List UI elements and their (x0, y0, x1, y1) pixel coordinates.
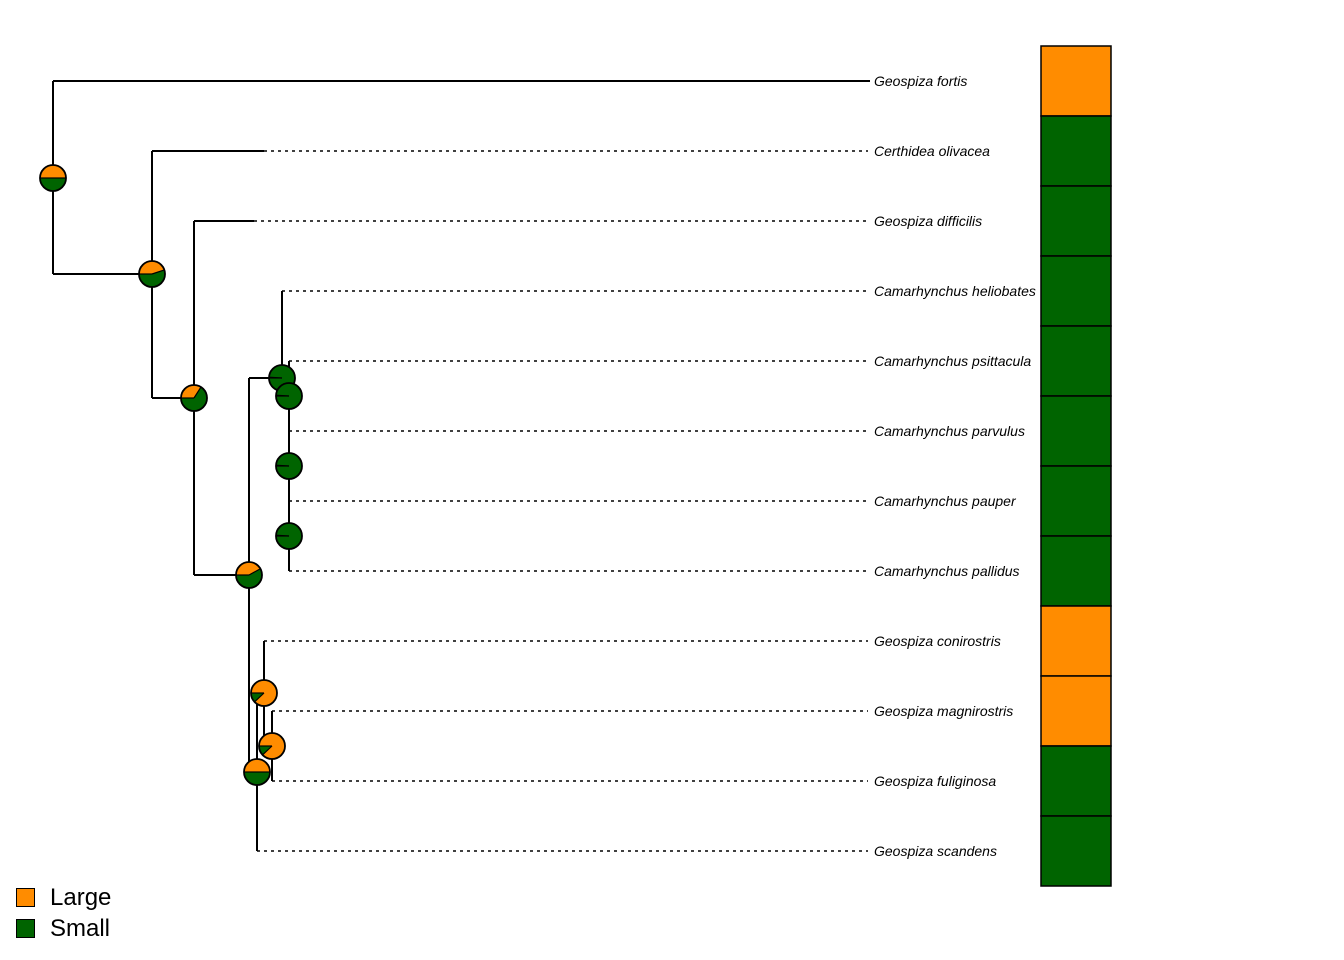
taxon-label: Camarhynchus pallidus (874, 563, 1020, 579)
pie-outline (180, 384, 208, 412)
taxon-label: Geospiza difficilis (874, 213, 982, 229)
trait-cell-small (1040, 255, 1112, 327)
taxon-label: Camarhynchus parvulus (874, 423, 1025, 439)
taxon-label: Geospiza scandens (874, 843, 997, 859)
legend-swatch-small (16, 919, 35, 938)
pie-outline (275, 522, 303, 550)
taxon-label: Camarhynchus heliobates (874, 283, 1036, 299)
pie-divider (275, 464, 290, 467)
taxon-label: Camarhynchus pauper (874, 493, 1017, 509)
node-pie-n10 (250, 679, 278, 707)
taxon-label: Camarhynchus psittacula (874, 353, 1031, 369)
node-pie-n3 (180, 384, 208, 412)
pie-divider (275, 534, 290, 537)
node-pie-n6 (275, 382, 303, 410)
taxon-label: Geospiza conirostris (874, 633, 1001, 649)
pie-divider (151, 269, 165, 275)
pie-slice-large (40, 165, 66, 178)
node-pie-n8 (275, 522, 303, 550)
pie-divider (248, 568, 261, 576)
legend-item-large: Large (16, 882, 111, 913)
pie-outline (39, 164, 67, 192)
legend-label-large: Large (50, 883, 112, 911)
node-pie-n9 (243, 758, 271, 786)
trait-cell-small (1040, 535, 1112, 607)
pie-divider (268, 376, 283, 379)
trait-cell-large (1040, 605, 1112, 677)
taxon-label: Geospiza fuliginosa (874, 773, 996, 789)
legend-label-small: Small (50, 914, 111, 942)
pie-outline (243, 758, 271, 786)
trait-cell-small (1040, 395, 1112, 467)
node-pie-n4 (235, 561, 263, 589)
pie-divider (254, 692, 265, 703)
pie-outline (138, 260, 166, 288)
node-pie-n2 (138, 260, 166, 288)
pie-divider (193, 386, 202, 399)
pie-outline (275, 452, 303, 480)
legend-swatch-large (16, 888, 35, 907)
pie-outline (250, 679, 278, 707)
taxon-label: Geospiza fortis (874, 73, 967, 89)
pie-slice-large (244, 759, 270, 772)
pie-outline (235, 561, 263, 589)
node-pie-n7 (275, 452, 303, 480)
trait-strip (1040, 45, 1112, 887)
trait-cell-small (1040, 465, 1112, 537)
taxon-labels: Geospiza fortis Certhidea olivacea Geospiz… (874, 73, 1036, 859)
taxon-label: Geospiza magnirostris (874, 703, 1013, 719)
legend-item-small: Small (16, 913, 111, 944)
pie-outline (275, 382, 303, 410)
trait-cell-small (1040, 325, 1112, 397)
trait-cell-small (1040, 815, 1112, 887)
pie-divider (262, 745, 273, 756)
taxon-label: Certhidea olivacea (874, 143, 990, 159)
tip-connectors (254, 150, 868, 852)
pie-slice-large (139, 261, 165, 274)
pie-divider (275, 394, 290, 397)
trait-cell-small (1040, 185, 1112, 257)
legend: Large Small (16, 882, 111, 944)
node-pie-n1 (39, 164, 67, 192)
trait-cell-large (1040, 675, 1112, 747)
trait-cell-small (1040, 115, 1112, 187)
tree-branches (52, 80, 870, 851)
trait-cell-large (1040, 45, 1112, 117)
pie-outline (258, 732, 286, 760)
trait-cell-small (1040, 745, 1112, 817)
node-pie-n11 (258, 732, 286, 760)
node-pie-charts (39, 164, 303, 786)
